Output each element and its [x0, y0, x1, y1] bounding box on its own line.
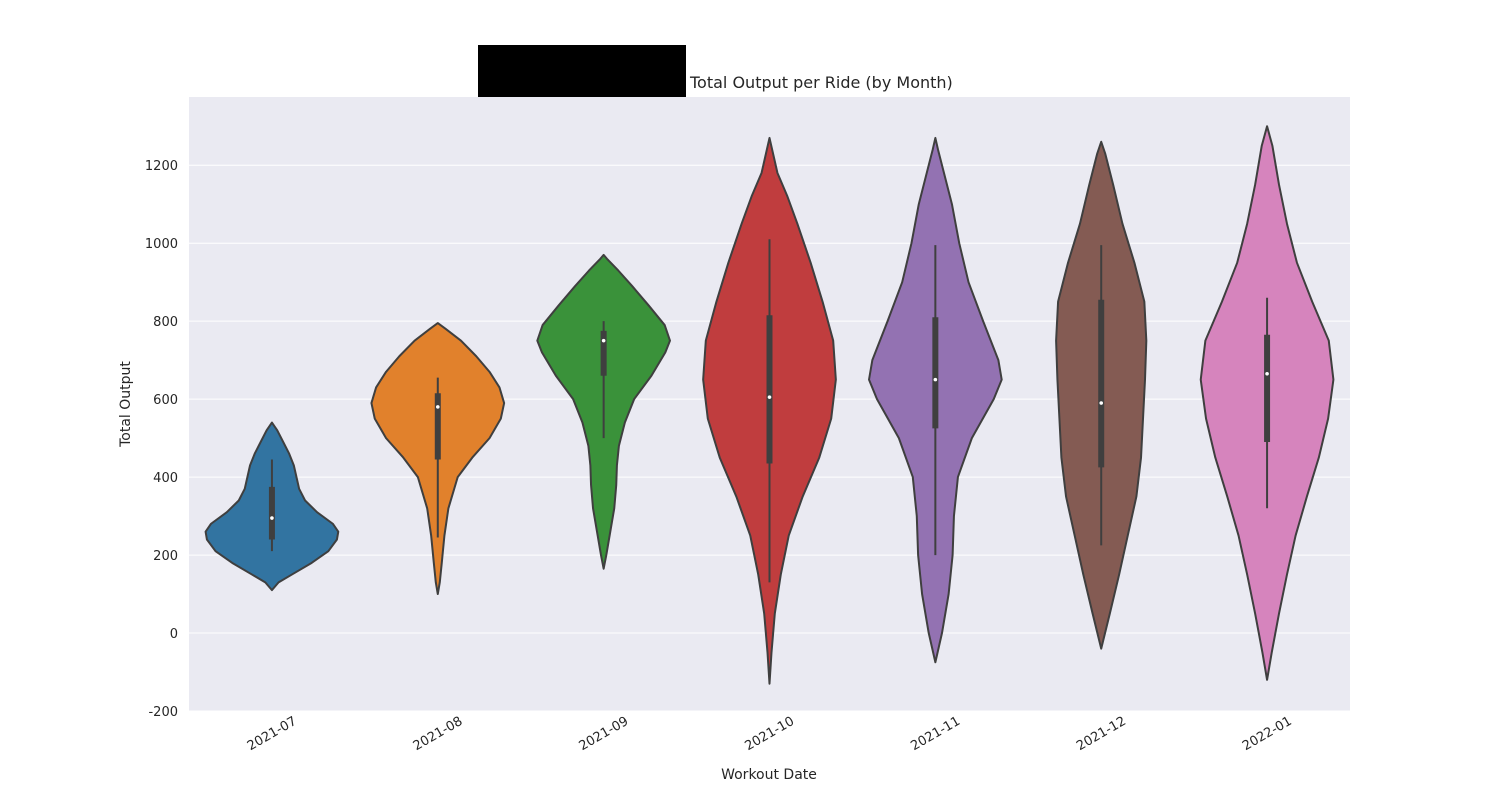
- x-tick-label: 2021-12: [1074, 714, 1129, 754]
- x-tick-label: 2021-08: [411, 714, 466, 754]
- x-tick-label: 2021-07: [245, 714, 300, 754]
- x-tick-label: 2021-09: [577, 714, 632, 754]
- y-tick-label: 600: [153, 393, 178, 408]
- violin-median: [1099, 401, 1104, 405]
- violin-2021-08: [370, 322, 506, 596]
- violin-median: [933, 377, 938, 382]
- y-tick-labels: -200 0 200 400 600 800 1000 1200: [145, 159, 178, 720]
- y-tick-label: 1000: [145, 237, 178, 252]
- y-tick-label: 400: [153, 471, 178, 486]
- violin-2021-07: [204, 421, 340, 592]
- y-tick-label: 1200: [145, 159, 178, 174]
- violin-2021-12: [1055, 140, 1148, 650]
- y-tick-label: 0: [170, 627, 178, 642]
- x-tick-label: 2021-10: [742, 714, 797, 754]
- violin-2022-01: [1199, 125, 1335, 681]
- x-axis-label: Workout Date: [721, 767, 817, 783]
- y-tick-label: 800: [153, 315, 178, 330]
- y-axis-label: Total Output: [118, 361, 134, 448]
- violin-median: [1265, 371, 1269, 376]
- violins: [204, 125, 1335, 685]
- y-tick-label: -200: [148, 705, 178, 720]
- x-tick-label: 2021-11: [908, 714, 963, 754]
- y-tick-label: 200: [153, 549, 178, 564]
- violin-2021-11: [868, 136, 1003, 664]
- redaction-box: [478, 45, 686, 97]
- violin-median: [270, 516, 274, 520]
- violin-2021-10: [702, 136, 837, 685]
- chart-title: Total Output per Ride (by Month): [689, 73, 953, 92]
- x-tick-label: 2022-01: [1240, 714, 1295, 754]
- violin-median: [767, 395, 772, 399]
- x-tick-labels: 2021-07 2021-08 2021-09 2021-10 2021-11 2021-…: [245, 714, 1295, 754]
- violin-2021-09: [536, 253, 671, 570]
- violin-median: [601, 338, 606, 343]
- violin-median: [435, 405, 440, 409]
